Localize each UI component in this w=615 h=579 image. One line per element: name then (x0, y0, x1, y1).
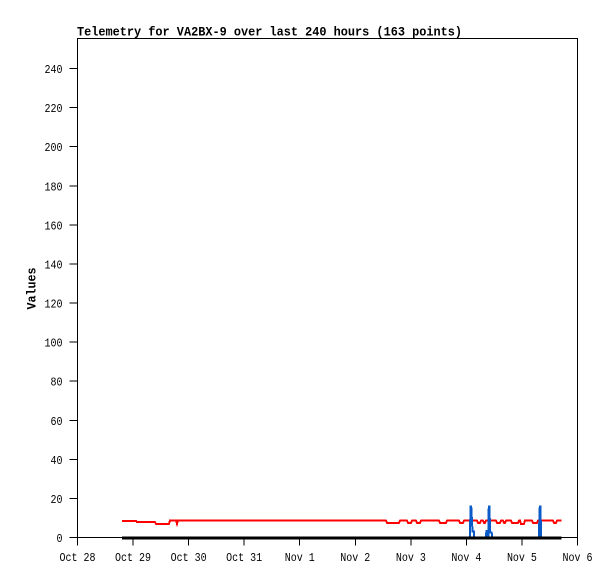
svg-text:0: 0 (57, 532, 63, 546)
svg-text:Oct 30: Oct 30 (171, 551, 207, 565)
svg-text:60: 60 (51, 415, 63, 429)
svg-text:Nov 4: Nov 4 (451, 551, 481, 565)
svg-text:100: 100 (45, 337, 63, 351)
svg-text:Nov 2: Nov 2 (340, 551, 370, 565)
svg-text:200: 200 (45, 141, 63, 155)
svg-text:40: 40 (51, 454, 63, 468)
svg-text:20: 20 (51, 493, 63, 507)
svg-text:Oct 28: Oct 28 (60, 551, 96, 565)
svg-text:Nov 1: Nov 1 (285, 551, 315, 565)
svg-text:120: 120 (45, 298, 63, 312)
svg-text:240: 240 (45, 63, 63, 77)
svg-text:Telemetry for VA2BX-9 over las: Telemetry for VA2BX-9 over last 240 hour… (77, 25, 462, 39)
svg-text:Oct 29: Oct 29 (115, 551, 151, 565)
svg-text:Nov 3: Nov 3 (396, 551, 426, 565)
svg-text:180: 180 (45, 180, 63, 194)
svg-text:220: 220 (45, 102, 63, 116)
svg-text:Oct 31: Oct 31 (226, 551, 262, 565)
svg-text:80: 80 (51, 376, 63, 390)
svg-text:Nov 5: Nov 5 (507, 551, 537, 565)
svg-text:Nov 6: Nov 6 (563, 551, 593, 565)
svg-text:Values: Values (26, 268, 40, 310)
svg-text:140: 140 (45, 258, 63, 272)
svg-text:160: 160 (45, 219, 63, 233)
